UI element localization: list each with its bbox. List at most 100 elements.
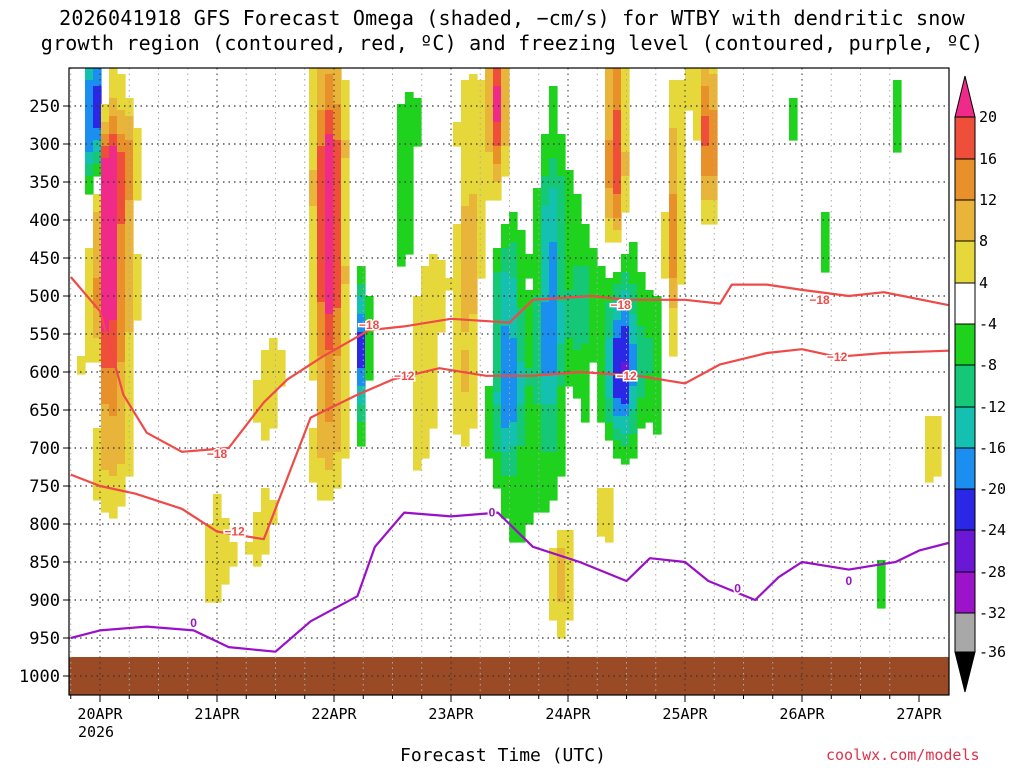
omega-cell — [557, 194, 566, 201]
omega-cell — [565, 368, 574, 375]
omega-cell — [485, 122, 494, 129]
omega-cell — [637, 344, 646, 351]
omega-cell — [101, 392, 110, 399]
omega-cell — [605, 428, 614, 435]
omega-cell — [597, 272, 606, 279]
omega-cell — [605, 176, 614, 183]
omega-cell — [213, 554, 222, 561]
omega-cell — [341, 332, 350, 339]
omega-cell — [621, 104, 630, 111]
omega-cell — [125, 356, 134, 363]
omega-cell — [557, 392, 566, 399]
omega-cell — [549, 602, 558, 609]
omega-cell — [317, 368, 326, 375]
omega-cell — [309, 152, 318, 159]
omega-cell — [541, 320, 550, 327]
colorbar-label: 12 — [979, 191, 997, 209]
omega-cell — [453, 326, 462, 333]
omega-cell — [653, 392, 662, 399]
omega-cell — [533, 284, 542, 291]
omega-cell — [693, 110, 702, 117]
omega-cell — [461, 308, 470, 315]
omega-cell — [581, 278, 590, 285]
omega-cell — [533, 290, 542, 297]
omega-cell — [877, 566, 886, 573]
omega-cell — [613, 212, 622, 219]
omega-cell — [325, 338, 334, 345]
omega-cell — [101, 350, 110, 357]
y-tick-label: 900 — [29, 591, 60, 611]
omega-cell — [213, 578, 222, 585]
omega-cell — [333, 320, 342, 327]
omega-cell — [557, 404, 566, 411]
omega-cell — [565, 578, 574, 585]
omega-cell — [557, 140, 566, 147]
omega-cell — [525, 428, 534, 435]
omega-cell — [333, 122, 342, 129]
omega-cell — [877, 584, 886, 591]
omega-cell — [333, 476, 342, 483]
omega-cell — [461, 440, 470, 447]
omega-cell — [469, 356, 478, 363]
omega-cell — [557, 614, 566, 621]
omega-cell — [93, 104, 102, 111]
omega-cell — [565, 236, 574, 243]
omega-cell — [517, 482, 526, 489]
omega-cell — [469, 254, 478, 261]
omega-cell — [605, 380, 614, 387]
omega-cell — [533, 236, 542, 243]
omega-cell — [317, 140, 326, 147]
omega-cell — [221, 548, 230, 555]
omega-cell — [469, 104, 478, 111]
omega-cell — [453, 242, 462, 249]
omega-cell — [493, 182, 502, 189]
omega-cell — [117, 80, 126, 87]
colorbar-label: 16 — [979, 150, 997, 168]
omega-cell — [925, 470, 934, 477]
omega-cell — [469, 278, 478, 285]
omega-cell — [557, 584, 566, 591]
omega-cell — [509, 344, 518, 351]
omega-cell — [453, 278, 462, 285]
omega-cell — [117, 98, 126, 105]
omega-cell — [877, 596, 886, 603]
omega-cell — [85, 92, 94, 99]
omega-cell — [621, 92, 630, 99]
omega-cell — [549, 134, 558, 141]
omega-cell — [317, 284, 326, 291]
omega-cell — [677, 122, 686, 129]
omega-cell — [565, 224, 574, 231]
omega-cell — [565, 338, 574, 345]
omega-cell — [109, 110, 118, 117]
omega-cell — [541, 134, 550, 141]
omega-cell — [549, 476, 558, 483]
omega-cell — [357, 434, 366, 441]
omega-cell — [597, 338, 606, 345]
omega-cell — [317, 164, 326, 171]
omega-cell — [669, 122, 678, 129]
omega-cell — [125, 266, 134, 273]
omega-cell — [517, 434, 526, 441]
omega-cell — [229, 554, 238, 561]
omega-cell — [485, 98, 494, 105]
omega-cell — [533, 188, 542, 195]
omega-cell — [125, 200, 134, 207]
omega-cell — [461, 122, 470, 129]
omega-cell — [501, 506, 510, 513]
credit-link[interactable]: coolwx.com/models — [826, 746, 980, 764]
omega-cell — [357, 308, 366, 315]
omega-cell — [469, 338, 478, 345]
omega-cell — [629, 260, 638, 267]
omega-cell — [565, 536, 574, 543]
omega-cell — [261, 350, 270, 357]
omega-cell — [557, 626, 566, 633]
omega-cell — [557, 242, 566, 249]
omega-cell — [253, 416, 262, 423]
omega-cell — [709, 176, 718, 183]
omega-cell — [325, 356, 334, 363]
omega-cell — [309, 296, 318, 303]
omega-cell — [557, 320, 566, 327]
omega-cell — [565, 302, 574, 309]
omega-cell — [549, 152, 558, 159]
omega-cell — [477, 206, 486, 213]
